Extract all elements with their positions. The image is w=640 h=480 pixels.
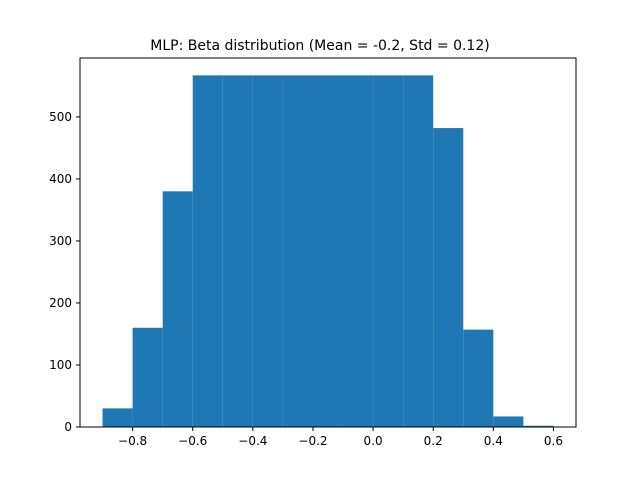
histogram-bar-1 (132, 327, 163, 427)
x-tick-label: 0.4 (484, 434, 503, 448)
y-tick-label: 500 (49, 110, 72, 124)
histogram-bar-9 (373, 75, 404, 427)
bars-group (102, 75, 554, 428)
histogram-bar-7 (312, 75, 344, 427)
histogram-bar-3 (192, 75, 223, 427)
histogram-bar-11 (433, 128, 464, 428)
axes-frame (79, 57, 577, 428)
histogram-bar-14 (523, 425, 554, 427)
x-tick-label: −0.4 (238, 434, 267, 448)
x-tick-label: 0.2 (424, 434, 443, 448)
x-tick-label: −0.2 (298, 434, 327, 448)
histogram-bar-10 (403, 75, 434, 427)
y-axis-ticks: 0 100 200 300 400 500 (49, 110, 80, 434)
histogram-bar-12 (463, 329, 494, 427)
histogram-bar-2 (162, 191, 193, 427)
histogram-bar-8 (343, 75, 374, 427)
y-tick-label: 400 (49, 172, 72, 186)
histogram-bar-13 (493, 416, 524, 427)
x-tick-label: 0.6 (544, 434, 563, 448)
y-tick-label: 0 (64, 420, 72, 434)
histogram-bar-6 (282, 75, 313, 427)
x-tick-label: −0.8 (118, 434, 147, 448)
chart-title: MLP: Beta distribution (Mean = -0.2, Std… (150, 38, 489, 54)
histogram-bar-5 (252, 75, 283, 427)
x-tick-label: 0.0 (364, 434, 383, 448)
y-tick-label: 300 (49, 234, 72, 248)
y-tick-label: 200 (49, 296, 72, 310)
x-axis-ticks: −0.8 −0.6 −0.4 −0.2 0.0 0.2 0.4 0.6 (118, 427, 563, 448)
x-tick-label: −0.6 (178, 434, 207, 448)
y-tick-label: 100 (49, 358, 72, 372)
histogram-bar-0 (102, 408, 133, 427)
histogram-bar-4 (222, 75, 253, 427)
